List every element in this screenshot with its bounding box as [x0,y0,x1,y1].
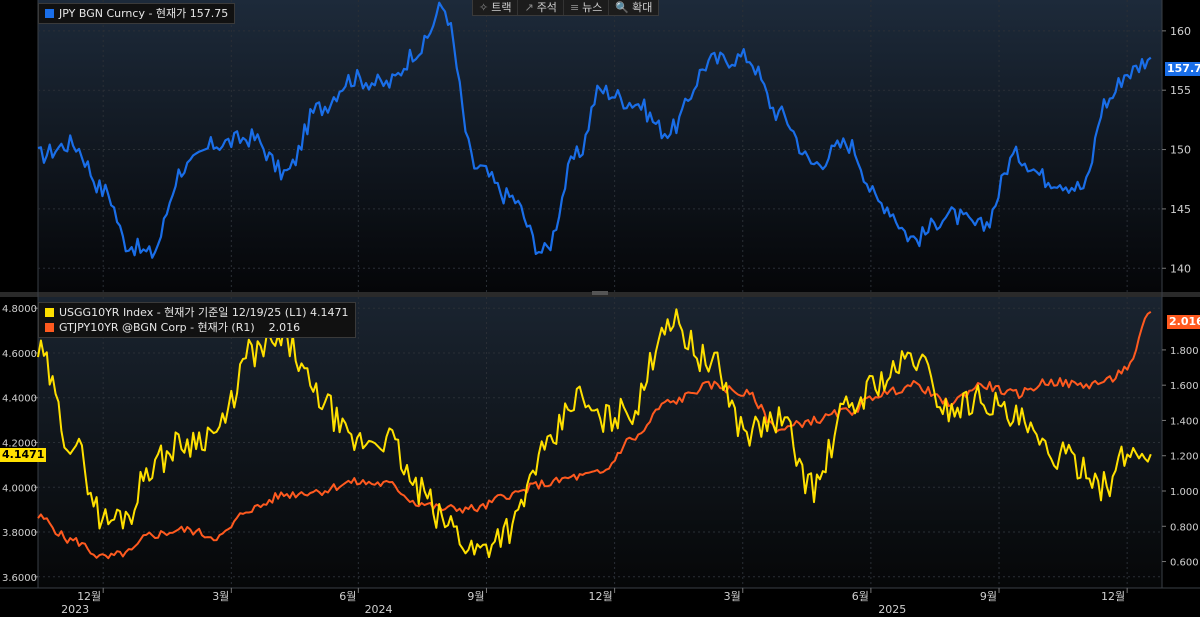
x-tick-label-7: 9월 [980,590,997,603]
right-y-tick-label-3: 1.200 [1170,452,1199,463]
x-year-label-1: 2024 [365,603,393,616]
upper-y-tick-label-3: 155 [1170,84,1191,97]
upper-y-tick-label-4: 160 [1170,25,1191,38]
x-year-label-0: 2023 [61,603,89,616]
crosshair-icon: ✧ [479,1,489,14]
upper-legend-label: JPY BGN Curncy - 현재가 157.75 [59,7,229,20]
annotate-label: 주석 [536,1,557,14]
left-y-tick-label-0: 3.6000 [2,573,37,584]
right-y-tick-label-4: 1.400 [1170,416,1199,427]
jpy-last-value-tag: 157.75 [1165,62,1200,76]
left-y-tick-label-4: 4.4000 [2,394,37,405]
track-button[interactable]: ✧ 트랙 [473,0,519,15]
right-y-tick-label-1: 0.800 [1170,522,1199,533]
ust-legend-label: USGG10YR Index - 현재가 기준일 12/19/25 (L1) 4… [59,306,349,319]
jgb-legend-value: 2.016 [268,321,301,334]
jpy-color-swatch [45,9,54,18]
x-tick-label-2: 6월 [339,590,356,603]
jgb-last-value-tag: 2.016 [1167,315,1200,329]
ust-color-swatch [45,308,54,317]
left-y-tick-label-1: 3.8000 [2,528,37,539]
right-y-tick-label-6: 1.800 [1170,346,1199,357]
pencil-icon: ↗ [524,1,534,14]
jgb-legend-label: GTJPY10YR @BGN Corp - 현재가 (R1) [59,321,255,334]
x-tick-label-6: 6월 [852,590,869,603]
x-tick-label-3: 9월 [467,590,484,603]
annotate-button[interactable]: ↗ 주석 [518,0,564,15]
upper-legend[interactable]: JPY BGN Curncy - 현재가 157.75 [38,3,236,24]
x-tick-label-0: 12월 [77,590,101,603]
right-y-tick-label-2: 1.000 [1170,487,1199,498]
right-y-tick-label-0: 0.600 [1170,558,1199,569]
left-y-tick-label-3: 4.2000 [2,439,37,450]
chart-toolbar: ✧ 트랙 ↗ 주석 ≡ 뉴스 🔍 확대 [472,0,660,16]
upper-y-tick-label-1: 145 [1170,203,1191,216]
left-y-tick-label-5: 4.6000 [2,349,37,360]
lower-legend[interactable]: USGG10YR Index - 현재가 기준일 12/19/25 (L1) 4… [38,302,356,338]
zoom-button[interactable]: 🔍 확대 [609,0,658,15]
pane-divider-handle[interactable] [592,291,608,295]
magnifier-icon: 🔍 [615,1,630,14]
jpy-series-line [37,1,1152,259]
x-tick-label-5: 3월 [724,590,741,603]
zoom-label: 확대 [632,1,653,14]
ust-last-value-tag: 4.1471 [0,448,47,462]
news-icon: ≡ [569,1,580,14]
ust-series-line [37,308,1152,559]
x-tick-label-8: 12월 [1101,590,1125,603]
news-button[interactable]: ≡ 뉴스 [564,0,610,15]
jgb-color-swatch [45,323,54,332]
track-label: 트랙 [491,1,512,14]
news-label: 뉴스 [582,1,603,14]
x-year-label-2: 2025 [878,603,906,616]
jgb-series-line [37,310,1152,560]
upper-y-tick-label-2: 150 [1170,144,1191,157]
x-tick-label-4: 12월 [588,590,612,603]
right-y-tick-label-5: 1.600 [1170,381,1199,392]
upper-y-tick-label-0: 140 [1170,262,1191,275]
x-tick-label-1: 3월 [212,590,229,603]
upper-plot-area [38,0,1162,292]
left-y-tick-label-6: 4.8000 [2,304,37,315]
left-y-tick-label-2: 4.0000 [2,483,37,494]
